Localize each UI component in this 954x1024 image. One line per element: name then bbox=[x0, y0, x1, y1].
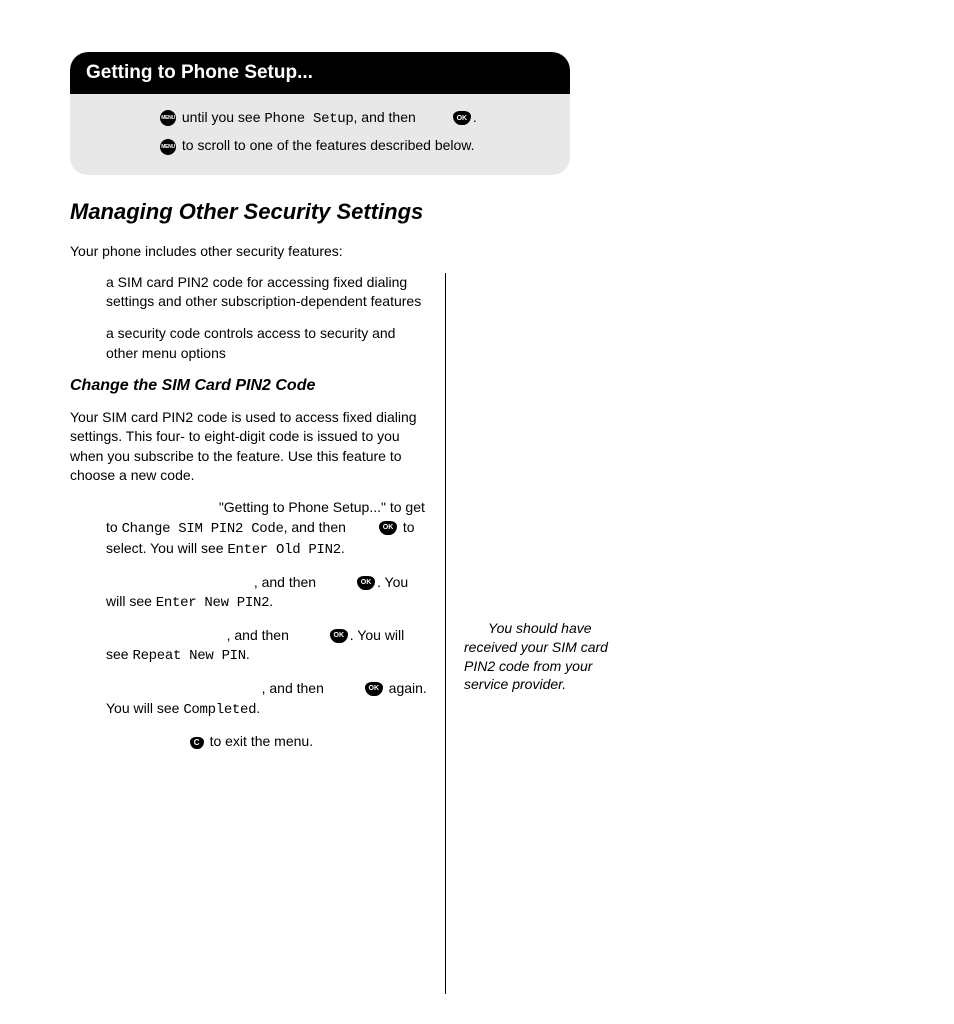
menu-icon: MENU bbox=[160, 110, 176, 126]
two-column-layout: a SIM card PIN2 code for accessing fixed… bbox=[70, 273, 884, 764]
ok-icon: OK bbox=[379, 521, 397, 535]
text: . bbox=[269, 593, 273, 609]
header-title: Getting to Phone Setup... bbox=[70, 52, 570, 94]
text: . bbox=[246, 646, 250, 662]
step-5: C to exit the menu. bbox=[106, 732, 427, 752]
menu-icon: MENU bbox=[160, 139, 176, 155]
step-4: , and then OK again. You will see Comple… bbox=[106, 679, 427, 720]
bullet-list: a SIM card PIN2 code for accessing fixed… bbox=[70, 273, 427, 363]
text: , and then bbox=[354, 109, 420, 125]
bullet-item: a security code controls access to secur… bbox=[106, 324, 427, 363]
document-page: Getting to Phone Setup... MENU until you… bbox=[0, 0, 954, 1024]
text: , and then bbox=[262, 680, 328, 696]
lcd-text: Enter Old PIN2 bbox=[227, 542, 340, 558]
bullet-item: a SIM card PIN2 code for accessing fixed… bbox=[106, 273, 427, 312]
left-column: a SIM card PIN2 code for accessing fixed… bbox=[70, 273, 446, 764]
body-paragraph: Your SIM card PIN2 code is used to acces… bbox=[70, 408, 427, 486]
intro-text: Your phone includes other security featu… bbox=[70, 243, 884, 259]
lcd-text: Enter New PIN2 bbox=[156, 595, 269, 611]
step-3: , and then OK. You will see Repeat New P… bbox=[106, 626, 427, 667]
ok-icon: OK bbox=[453, 111, 471, 125]
step-1: "Getting to Phone Setup..." to get to Ch… bbox=[106, 498, 427, 561]
step-2: , and then OK. You will see Enter New PI… bbox=[106, 573, 427, 614]
subheading: Change the SIM Card PIN2 Code bbox=[70, 375, 427, 397]
text: , and then bbox=[284, 519, 350, 535]
header-line-1: MENU until you see Phone Setup, and then… bbox=[160, 106, 554, 130]
c-icon: C bbox=[190, 737, 204, 749]
right-column: You should have received your SIM card P… bbox=[446, 273, 621, 764]
column-divider-extension bbox=[70, 764, 446, 994]
text: to scroll to one of the features describ… bbox=[178, 137, 475, 153]
ok-icon: OK bbox=[365, 682, 383, 696]
text: , and then bbox=[254, 574, 320, 590]
text: , and then bbox=[227, 627, 293, 643]
lcd-text: Change SIM PIN2 Code bbox=[122, 521, 284, 537]
lcd-text: Phone Setup bbox=[264, 111, 353, 127]
text: . bbox=[473, 109, 477, 125]
ok-icon: OK bbox=[357, 576, 375, 590]
text: . bbox=[341, 540, 345, 556]
ok-icon: OK bbox=[330, 629, 348, 643]
header-body: MENU until you see Phone Setup, and then… bbox=[70, 94, 570, 175]
tip-note: You should have received your SIM card P… bbox=[464, 619, 621, 695]
header-box: Getting to Phone Setup... MENU until you… bbox=[70, 52, 570, 175]
text: until you see bbox=[178, 109, 264, 125]
text: to exit the menu. bbox=[206, 733, 313, 749]
lcd-text: Repeat New PIN bbox=[132, 648, 245, 664]
steps-list: "Getting to Phone Setup..." to get to Ch… bbox=[70, 498, 427, 752]
lcd-text: Completed bbox=[183, 702, 256, 718]
section-title: Managing Other Security Settings bbox=[70, 199, 884, 225]
text: . bbox=[256, 700, 260, 716]
header-line-2: MENU to scroll to one of the features de… bbox=[160, 134, 554, 156]
